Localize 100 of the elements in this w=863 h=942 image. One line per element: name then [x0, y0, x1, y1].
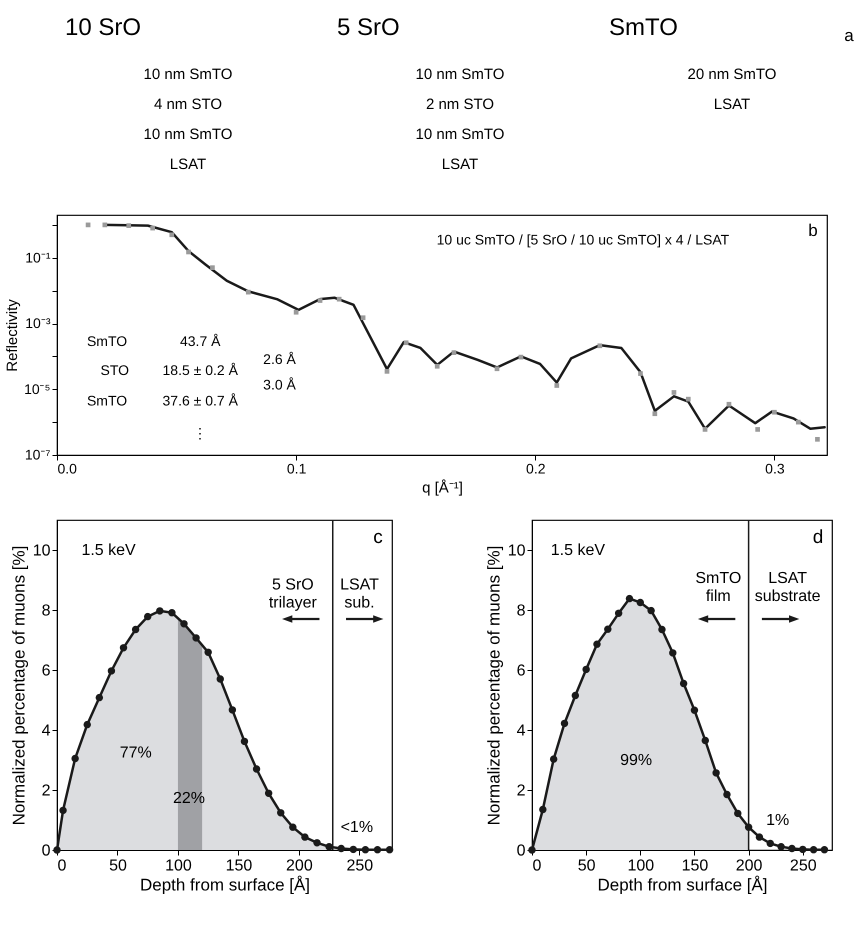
text: 2 nm STO	[426, 96, 494, 113]
point	[560, 720, 568, 728]
point	[614, 610, 622, 617]
annotation: LSAT sub.	[340, 576, 380, 612]
annotation: 37.6 ± 0.7 Å	[162, 392, 239, 409]
x-tick-label: 50	[578, 858, 596, 874]
point	[756, 833, 764, 841]
y-tick-label: 4	[516, 722, 526, 740]
point	[636, 598, 644, 606]
y-tick-label: 0	[516, 842, 526, 860]
point	[734, 810, 742, 818]
text: LSAT	[170, 156, 206, 173]
annotation: 3.0 Å	[263, 376, 297, 393]
x-axis-title: Depth from surface [Å]	[140, 876, 310, 894]
annotation: 18.5 ± 0.2 Å	[162, 362, 239, 378]
x-tick-label: 150	[682, 858, 708, 874]
x-axis-title: q [Å⁻¹]	[422, 478, 463, 496]
point	[228, 706, 236, 714]
y-axis-title: Reflectivity	[4, 298, 22, 372]
point	[325, 843, 333, 850]
x-tick-label: 200	[736, 858, 763, 874]
point	[799, 846, 806, 854]
x-tick-label: 0.1	[286, 460, 307, 476]
x-tick-label: 50	[109, 858, 127, 874]
point	[593, 640, 601, 648]
point	[301, 833, 309, 841]
point	[277, 809, 284, 816]
annotation: SmTO	[86, 333, 128, 350]
point	[144, 612, 152, 620]
point	[669, 649, 676, 657]
text: LSAT	[442, 156, 478, 173]
annotation: b	[808, 221, 818, 240]
y-tick-label: 6	[516, 662, 526, 680]
text: 10 nm SmTO	[144, 126, 232, 143]
annotation: 99%	[620, 752, 652, 769]
y-tick-label: 8	[516, 602, 526, 620]
point	[539, 806, 547, 814]
point	[788, 844, 796, 852]
annotation: 43.7 Å	[180, 333, 222, 350]
annotation: d	[812, 527, 824, 548]
point	[690, 706, 698, 714]
point	[658, 626, 666, 634]
point	[604, 626, 612, 633]
point	[108, 667, 116, 675]
point	[180, 620, 188, 628]
point	[59, 806, 67, 814]
annotation: c	[373, 527, 383, 548]
annotation: 1%	[766, 812, 790, 829]
text: SmTO	[609, 14, 678, 41]
point	[289, 824, 297, 831]
point	[582, 666, 590, 674]
point	[168, 609, 176, 616]
point	[264, 790, 272, 797]
y-tick-label: 10⁻³	[25, 315, 51, 332]
point	[338, 844, 345, 852]
point	[374, 846, 382, 854]
text: 5 SrO	[337, 14, 400, 41]
point	[71, 754, 79, 762]
point	[350, 846, 358, 854]
point	[572, 692, 580, 700]
y-tick-label: 10⁻⁵	[24, 380, 50, 397]
y-tick-label: 10	[32, 542, 51, 560]
point	[362, 846, 370, 854]
y-tick-label: 0	[42, 842, 51, 860]
text: 4 nm STO	[154, 96, 222, 113]
x-tick-label: 250	[790, 858, 817, 874]
text: 10 nm SmTO	[416, 66, 504, 83]
annotation: LSAT substrate	[754, 570, 821, 606]
y-axis-title: Normalized percentage of muons [%]	[10, 546, 29, 826]
point	[626, 594, 634, 602]
annotation: 1.5 keV	[81, 542, 136, 560]
point	[820, 846, 828, 854]
point	[712, 769, 720, 777]
text: 20 nm SmTO	[688, 66, 776, 83]
y-tick-label: 8	[42, 602, 51, 620]
point	[777, 843, 785, 850]
point	[313, 839, 321, 846]
text: 10 SrO	[65, 14, 142, 41]
point	[84, 720, 91, 728]
point	[550, 755, 558, 763]
annotation: 22%	[172, 790, 206, 808]
annotation: 10 uc SmTO / [5 SrO / 10 uc SmTO] x 4 / LSAT	[436, 232, 730, 248]
x-tick-label: 250	[346, 858, 374, 874]
y-tick-label: 10⁻¹	[25, 249, 51, 266]
y-tick-label: 10⁻⁷	[24, 446, 50, 462]
point	[386, 846, 394, 854]
annotation: SmTO	[86, 392, 128, 409]
point	[216, 675, 224, 683]
point	[240, 738, 248, 746]
point	[192, 634, 200, 642]
x-tick-label: 0.3	[765, 460, 785, 476]
x-tick-label: 100	[627, 858, 654, 874]
annotation: SmTO film	[695, 570, 742, 606]
annotation: <1%	[340, 819, 374, 836]
y-tick-label: 4	[42, 722, 51, 740]
annotation: 5 SrO trilayer	[268, 576, 318, 612]
x-tick-label: 0	[58, 858, 66, 874]
point	[96, 694, 104, 702]
x-tick-label: 0.0	[58, 460, 78, 476]
annotation: ⋮	[193, 424, 208, 441]
